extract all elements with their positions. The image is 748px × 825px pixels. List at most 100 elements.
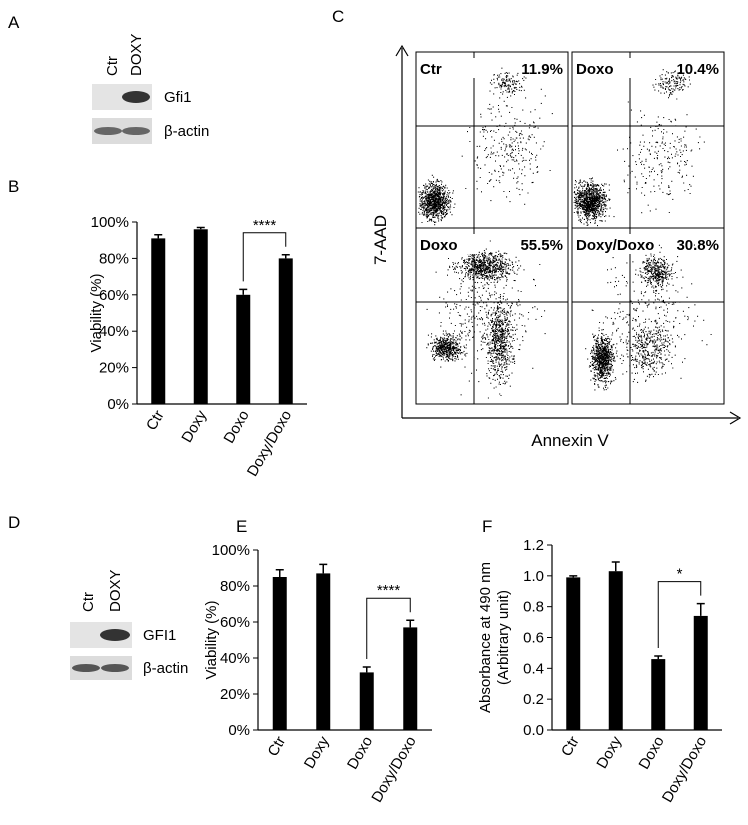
significance-label: **** bbox=[377, 582, 401, 599]
band-label: Gfi1 bbox=[164, 89, 192, 106]
label-bg bbox=[574, 58, 634, 78]
panel-letter: C bbox=[332, 7, 344, 26]
error-bar bbox=[362, 666, 371, 673]
plot-name: Ctr bbox=[420, 61, 442, 78]
error-bar bbox=[319, 563, 328, 574]
lane-label: DOXY bbox=[128, 33, 145, 76]
label-bg bbox=[418, 58, 478, 78]
significance-bracket bbox=[366, 597, 411, 659]
y-tick-label: 40% bbox=[99, 323, 129, 340]
band-label: GFI1 bbox=[143, 627, 176, 644]
plot-frame bbox=[415, 227, 569, 405]
y-tick-label: 0.4 bbox=[523, 660, 544, 677]
y-tick-label: 0.2 bbox=[523, 691, 544, 708]
dot-plot: Doxo 55.5% bbox=[415, 227, 569, 405]
bar-chart: 0% 20% 40% 60% 80% 100% Viability (%) Ctr Doxy Do… bbox=[203, 542, 432, 806]
significance-label: **** bbox=[253, 217, 277, 234]
x-tick-label: Doxo bbox=[635, 734, 667, 773]
x-tick-label: Doxy/Doxo bbox=[659, 734, 710, 806]
panel-letter: A bbox=[8, 13, 20, 32]
y-tick-label: 1.0 bbox=[523, 568, 544, 585]
x-tick-label: Doxo bbox=[220, 408, 252, 447]
error-bar bbox=[281, 254, 290, 259]
band-label: β-actin bbox=[164, 123, 209, 140]
quadrant-percent: 30.8% bbox=[676, 237, 719, 254]
y-tick-label: 0.6 bbox=[523, 630, 544, 647]
blot-band bbox=[100, 629, 130, 641]
western-blot: Ctr DOXY Gfi1 β-actin bbox=[92, 33, 209, 144]
arrow bbox=[729, 411, 742, 425]
band-label: β-actin bbox=[143, 660, 188, 677]
plot-name: Doxo bbox=[420, 237, 458, 254]
y-tick-label: 0% bbox=[107, 396, 129, 413]
blot-band bbox=[122, 127, 150, 135]
dots bbox=[426, 240, 546, 399]
x-tick-label: Doxy bbox=[301, 733, 333, 772]
y-tick-label: 80% bbox=[99, 250, 129, 267]
y-axis-label: Viability (%) bbox=[88, 274, 105, 353]
lane-label: DOXY bbox=[107, 569, 124, 612]
label-bg bbox=[418, 234, 478, 254]
quadrant-percent: 11.9% bbox=[521, 61, 563, 78]
plot-name: Doxy/Doxo bbox=[576, 237, 654, 254]
panel-letter: D bbox=[8, 513, 20, 532]
dot-plot: Ctr 11.9% bbox=[415, 51, 569, 229]
bar-chart: 0.0 0.2 0.4 0.6 0.8 1.0 1.2 Absorbance at 490 n… bbox=[477, 537, 722, 806]
bar bbox=[693, 615, 708, 730]
blot-band bbox=[101, 664, 129, 672]
label-bg bbox=[574, 234, 634, 254]
x-tick-label: Ctr bbox=[558, 734, 583, 760]
x-tick-label: Doxo bbox=[344, 734, 376, 773]
bar bbox=[566, 577, 581, 730]
y-axis-label: Viability (%) bbox=[203, 601, 220, 680]
dots bbox=[585, 244, 712, 391]
arrow bbox=[395, 44, 409, 57]
x-tick-label: Ctr bbox=[264, 734, 289, 760]
x-tick-label: Doxy/Doxo bbox=[244, 408, 295, 480]
significance-label: * bbox=[677, 566, 683, 583]
x-tick-label: Ctr bbox=[143, 408, 168, 434]
significance-bracket bbox=[242, 232, 287, 282]
axis-label: Annexin V bbox=[531, 431, 609, 450]
flow-axes: 7-AAD Annexin V bbox=[371, 44, 742, 450]
error-bar bbox=[239, 288, 248, 295]
panel-letter: F bbox=[482, 517, 492, 536]
bar bbox=[278, 258, 293, 404]
bar bbox=[236, 294, 251, 404]
western-blot: Ctr DOXY GFI1 β-actin bbox=[70, 569, 188, 680]
x-tick-label: Doxy bbox=[593, 733, 625, 772]
error-bar bbox=[196, 226, 205, 230]
y-tick-label: 0% bbox=[228, 722, 250, 739]
significance-bracket bbox=[657, 581, 702, 648]
lane-label: Ctr bbox=[104, 56, 121, 76]
bar-chart: 0% 20% 40% 60% 80% 100% Viability (%) Ctr Doxy Do… bbox=[88, 214, 307, 480]
blot-band bbox=[122, 91, 150, 103]
y-tick-label: 60% bbox=[220, 614, 250, 631]
dots bbox=[573, 69, 705, 227]
bar bbox=[193, 229, 208, 404]
bar bbox=[151, 238, 166, 404]
y-tick-label: 0.0 bbox=[523, 722, 544, 739]
error-bar bbox=[154, 233, 163, 239]
y-tick-label: 80% bbox=[220, 578, 250, 595]
panel-letter: B bbox=[8, 177, 19, 196]
y-tick-label: 1.2 bbox=[523, 537, 544, 554]
dot-plot: Doxy/Doxo 30.8% bbox=[571, 227, 725, 405]
y-tick-label: 100% bbox=[212, 542, 250, 559]
y-tick-label: 100% bbox=[91, 214, 129, 231]
dots bbox=[417, 67, 553, 226]
quadrant-percent: 10.4% bbox=[676, 61, 719, 78]
bar bbox=[316, 573, 331, 730]
quadrant-percent: 55.5% bbox=[520, 237, 563, 254]
plot-frame bbox=[571, 227, 725, 405]
error-bar bbox=[654, 655, 663, 660]
y-tick-label: 40% bbox=[220, 650, 250, 667]
x-tick-label: Doxy bbox=[178, 407, 210, 446]
x-tick-label: Doxy/Doxo bbox=[368, 734, 419, 806]
bar bbox=[272, 577, 287, 730]
y-tick-label: 0.8 bbox=[523, 599, 544, 616]
error-bar bbox=[275, 569, 284, 577]
y-axis-label: Absorbance at 490 nm bbox=[477, 562, 494, 713]
y-tick-label: 20% bbox=[99, 360, 129, 377]
